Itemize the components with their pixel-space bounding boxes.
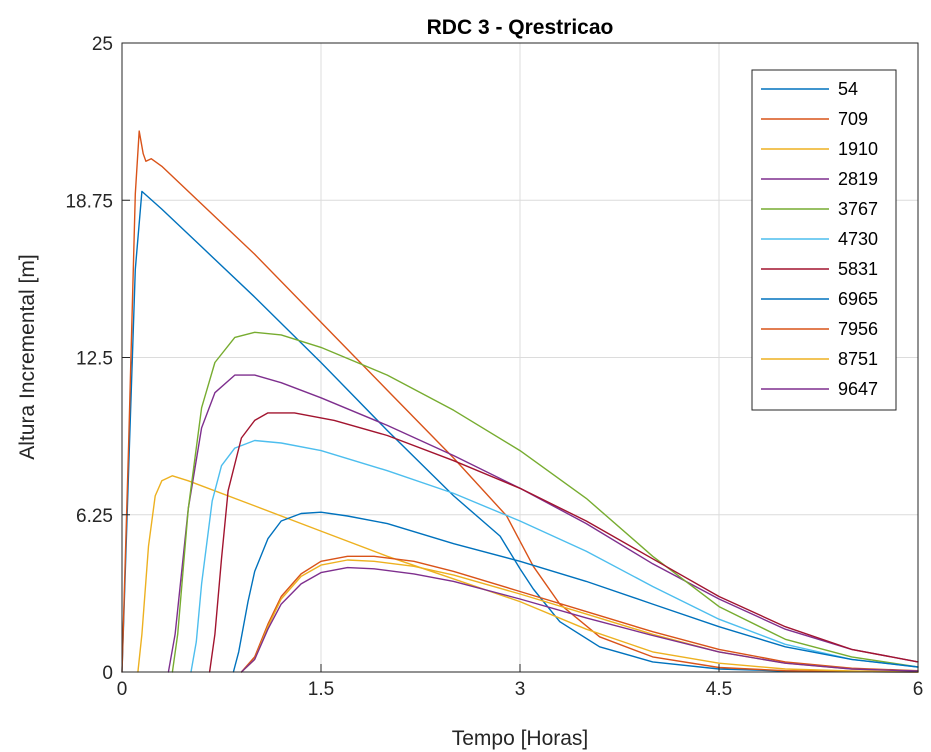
series-line-709 [121, 130, 919, 673]
legend-label: 5831 [838, 259, 878, 279]
legend-label: 4730 [838, 229, 878, 249]
y-tick-label: 0 [102, 663, 113, 684]
series-line-4730 [190, 439, 919, 673]
y-tick-label: 12.5 [76, 349, 113, 370]
x-tick-label: 0 [117, 679, 128, 700]
x-tick-label: 6 [913, 679, 924, 700]
legend-label: 9647 [838, 379, 878, 399]
x-tick-label: 4.5 [706, 679, 732, 700]
x-tick-label: 3 [515, 679, 526, 700]
legend-items: 54 709 1910 2819 3767 4730 5831 6965 7956 8751 964… [761, 79, 878, 399]
legend-label: 7956 [838, 319, 878, 339]
y-axis-label: Altura Incremental [m] [16, 254, 39, 459]
x-tick-label: 1.5 [308, 679, 334, 700]
legend-label: 1910 [838, 139, 878, 159]
series-line-54 [121, 190, 919, 673]
legend-label: 2819 [838, 169, 878, 189]
legend-label: 8751 [838, 349, 878, 369]
legend-label: 709 [838, 109, 868, 129]
series-line-5831 [208, 412, 919, 673]
series-lines [121, 130, 919, 673]
x-axis-label: Tempo [Horas] [452, 727, 589, 750]
series-line-9647 [240, 566, 919, 673]
legend-label: 6965 [838, 289, 878, 309]
legend: 54 709 1910 2819 3767 4730 5831 6965 7956 8751 964… [751, 69, 897, 411]
series-line-3767 [171, 331, 919, 673]
series-line-2819 [167, 374, 919, 673]
chart-title: RDC 3 - Qrestricao [427, 16, 614, 39]
series-line-6965 [232, 511, 919, 673]
series-line-1910 [137, 475, 919, 673]
series-line-7956 [240, 555, 919, 673]
ticks: 0 1.5 3 4.5 6 0 6.25 12.5 18.75 25 [65, 34, 923, 700]
legend-label: 3767 [838, 199, 878, 219]
legend-label: 54 [838, 79, 858, 99]
y-tick-label: 18.75 [65, 191, 113, 212]
y-tick-label: 6.25 [76, 506, 113, 527]
legend-box [751, 69, 897, 411]
y-tick-label: 25 [92, 34, 113, 55]
